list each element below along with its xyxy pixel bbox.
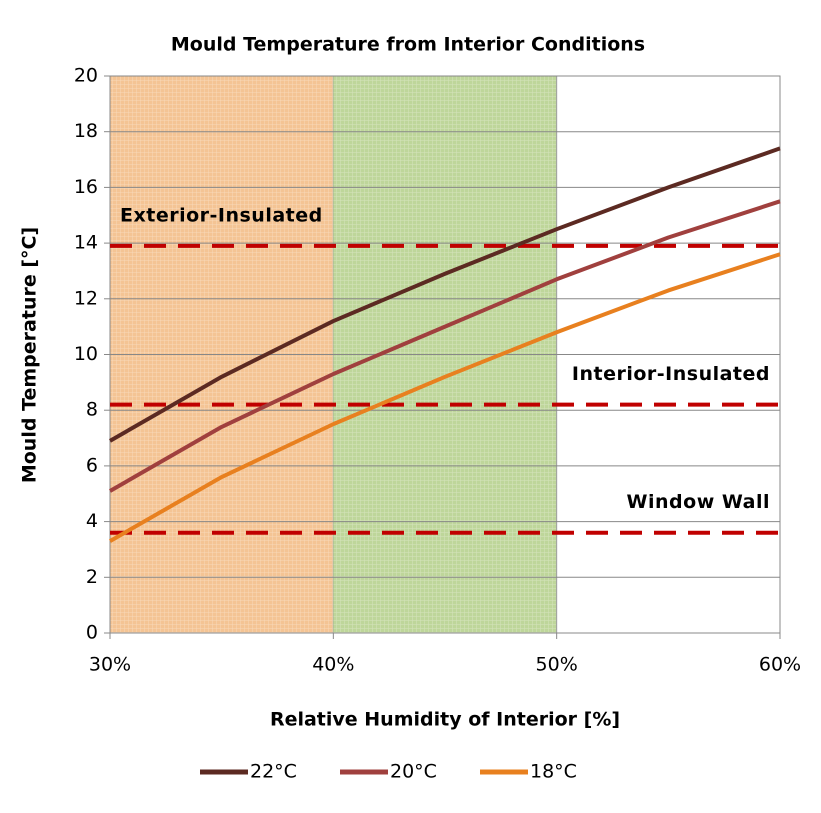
threshold-label: Interior-Insulated (572, 363, 770, 385)
series-line (109, 146, 781, 443)
chart-title: Mould Temperature from Interior Conditio… (171, 34, 645, 56)
x-tick-label: 50% (536, 654, 578, 676)
y-tick-label: 14 (74, 232, 98, 254)
y-tick-label: 16 (74, 176, 98, 198)
x-tick-label: 40% (312, 654, 354, 676)
y-tick-label: 6 (86, 454, 98, 476)
threshold-label: Exterior-Insulated (120, 204, 323, 226)
y-tick-label: 20 (74, 65, 98, 87)
series-line (109, 199, 781, 493)
y-tick-label: 12 (74, 287, 98, 309)
legend-label: 22°C (250, 761, 297, 783)
y-tick-label: 2 (86, 566, 98, 588)
x-axis-label: Relative Humidity of Interior [%] (270, 709, 620, 731)
plot-border (109, 75, 781, 634)
y-tick-label: 18 (74, 120, 98, 142)
y-tick-label: 10 (74, 343, 98, 365)
y-tick-label: 8 (86, 399, 98, 421)
y-tick-label: 0 (86, 622, 98, 644)
legend-label: 18°C (530, 761, 577, 783)
threshold-label: Window Wall (627, 491, 770, 513)
legend-label: 20°C (390, 761, 437, 783)
x-tick-label: 30% (89, 654, 131, 676)
y-axis-label: Mould Temperature [°C] (19, 227, 41, 483)
y-tick-label: 4 (86, 510, 98, 532)
series-line (109, 252, 781, 543)
x-tick-label: 60% (759, 654, 801, 676)
